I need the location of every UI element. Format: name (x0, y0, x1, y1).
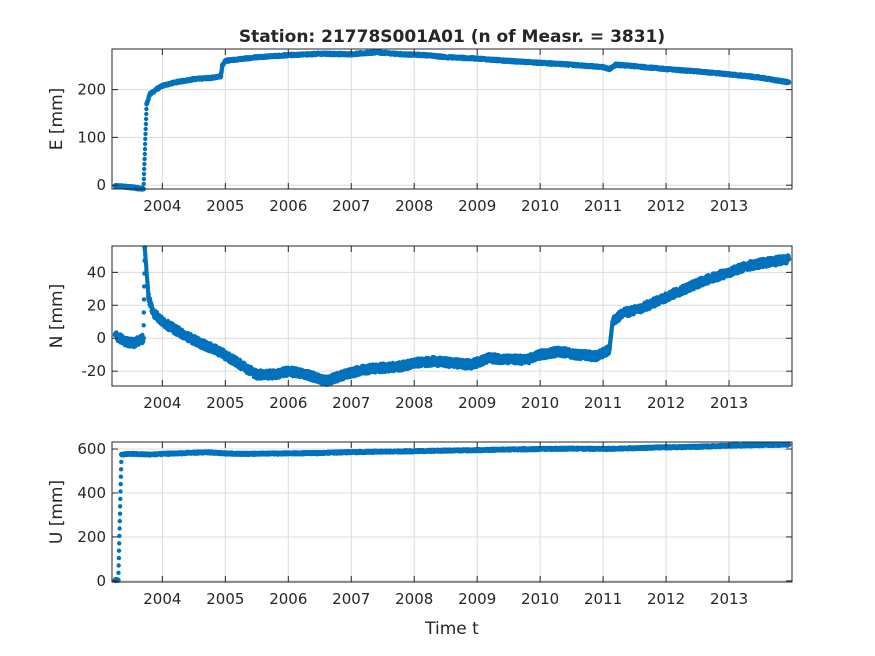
data-point (142, 166, 147, 172)
data-point-anchor (600, 64, 606, 70)
data-point-anchor (726, 71, 732, 77)
data-point (141, 310, 146, 315)
data-point-anchor (254, 54, 260, 60)
data-point-anchor (663, 66, 669, 72)
x-tick-label: 2008 (395, 197, 433, 215)
data-point (142, 156, 147, 162)
data-point-anchor (607, 66, 612, 72)
data-point-anchor (506, 58, 512, 64)
data-point-anchor (172, 80, 178, 85)
data-point (143, 131, 148, 137)
data-point-anchor (695, 69, 700, 74)
data-point (141, 176, 147, 182)
data-point-anchor (374, 49, 379, 55)
data-point-anchor (632, 63, 637, 69)
x-tick-label: 2009 (458, 197, 496, 215)
x-tick-label: 2010 (521, 197, 559, 215)
data-point-anchor (218, 73, 224, 79)
data-point (141, 323, 146, 328)
data-point-anchor (474, 56, 480, 61)
x-tick-label: 2007 (332, 197, 370, 215)
x-tick-label: 2012 (647, 197, 685, 215)
data-point-anchor (210, 75, 216, 81)
data-point-anchor (317, 51, 323, 57)
data-point-anchor (160, 83, 165, 89)
data-point (141, 181, 146, 187)
data-point (142, 151, 147, 157)
x-tick-label: 2004 (143, 197, 181, 215)
data-point-anchor (112, 183, 118, 189)
data-point (142, 161, 147, 167)
data-point-anchor (399, 51, 404, 57)
data-point-anchor (191, 76, 197, 82)
y-tick-label: 200 (77, 81, 106, 99)
data-point-anchor (153, 87, 159, 92)
y-axis-label-east: E [mm] (47, 88, 67, 151)
data-point (144, 111, 149, 117)
data-point-anchor (424, 52, 430, 58)
subplots: 2004 2005 2006 2007 2008 2009 2010 2011 2012 2013… (47, 48, 793, 608)
data-point-anchor (122, 184, 127, 190)
y-tick-label: 0 (96, 176, 106, 194)
data-point (144, 106, 149, 112)
data-point-anchor (613, 62, 619, 68)
chart-title: Station: 21778S001A01 (n of Measr. = 383… (239, 27, 665, 47)
data-point (141, 171, 147, 177)
data-point-anchor (219, 63, 225, 69)
data-point (142, 141, 148, 147)
data-point-anchor (144, 101, 150, 107)
x-tick-label: 2013 (710, 197, 748, 215)
data-point (143, 121, 149, 127)
data-points-east (112, 49, 792, 192)
data-point (143, 136, 148, 142)
data-point (141, 297, 147, 302)
data-point-anchor (222, 58, 228, 64)
x-tick-label: 2006 (269, 197, 307, 215)
x-tick-label: 2005 (206, 197, 244, 215)
data-point-anchor (569, 62, 574, 68)
data-point (142, 146, 148, 152)
x-tick-label: 2011 (584, 197, 622, 215)
data-point-anchor (443, 54, 449, 60)
data-point-anchor (537, 60, 543, 66)
data-point-anchor (758, 75, 763, 81)
data-point-anchor (786, 80, 792, 85)
subplot-east: 2004 2005 2006 2007 2008 2009 2010 2011 2012 2013… (47, 48, 793, 215)
y-tick-label: 100 (77, 128, 106, 146)
data-point-anchor (147, 92, 153, 97)
data-point (143, 116, 149, 122)
data-point (143, 126, 148, 132)
